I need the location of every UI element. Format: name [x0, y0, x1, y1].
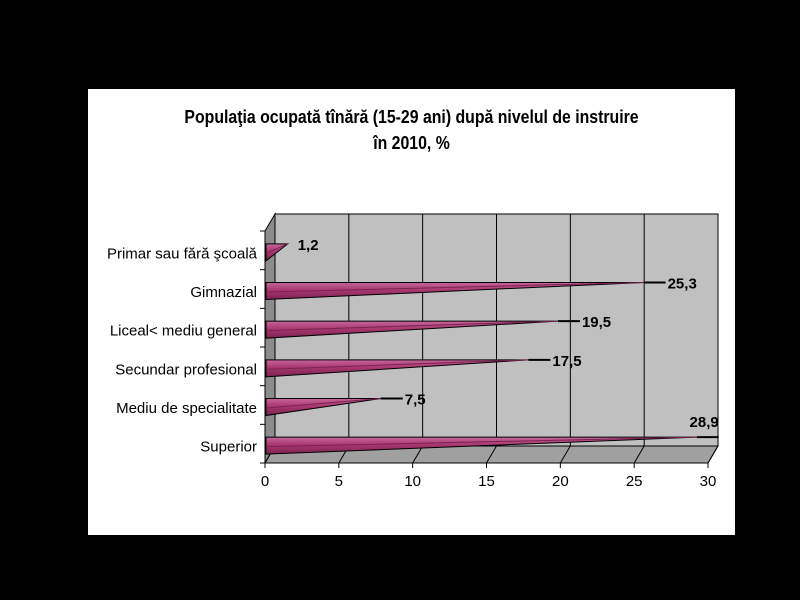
chart-panel: Populaţia ocupată tînără (15-29 ani) dup…	[88, 89, 735, 535]
category-label: Superior	[200, 439, 257, 456]
chart-title-line1: Populaţia ocupată tînără (15-29 ani) dup…	[184, 107, 639, 127]
bar	[265, 359, 529, 378]
data-label: 1,2	[298, 237, 319, 254]
bar-ridge	[265, 359, 529, 370]
floor-gridline	[559, 445, 571, 464]
chart-subtitle: în 2010, %	[373, 133, 450, 153]
chart-title: Populaţia ocupată tînără (15-29 ani) dup…	[127, 104, 696, 156]
x-tick-label: 20	[552, 473, 569, 490]
bar-ridge	[265, 398, 381, 409]
chart-svg: 0 5 10 15 20 25 30 Primar sau fără şcoală 1,2 Gim…	[107, 212, 719, 490]
x-tick-label: 30	[700, 473, 717, 490]
floor-gridline	[412, 445, 424, 464]
bar-ridge	[265, 282, 644, 293]
floor-gridline	[633, 445, 645, 464]
x-tick-label: 25	[626, 473, 643, 490]
data-label: 28,9	[690, 414, 719, 431]
category-label: Secundar profesional	[115, 361, 257, 378]
bar	[265, 436, 697, 455]
data-label: 17,5	[552, 353, 581, 370]
x-tick-label: 15	[478, 473, 495, 490]
x-tick-label: 5	[335, 473, 343, 490]
floor-gridline	[707, 445, 719, 464]
category-label: Gimnazial	[190, 284, 257, 301]
data-label: 25,3	[668, 276, 697, 293]
bar-ridge	[265, 243, 288, 254]
bar	[265, 243, 290, 262]
x-tick-label: 10	[404, 473, 421, 490]
x-tick-label: 0	[261, 473, 269, 490]
data-label: 19,5	[582, 314, 611, 331]
bar	[265, 398, 381, 417]
category-label: Liceal< mediu general	[110, 323, 257, 340]
category-label: Primar sau fără şcoală	[107, 245, 258, 262]
bar	[265, 320, 558, 339]
bar-ridge	[265, 436, 697, 448]
floor-gridline	[486, 445, 497, 464]
bar-ridge	[265, 320, 558, 332]
data-label: 7,5	[405, 392, 426, 409]
bar	[265, 282, 644, 301]
category-label: Mediu de specialitate	[116, 400, 257, 417]
